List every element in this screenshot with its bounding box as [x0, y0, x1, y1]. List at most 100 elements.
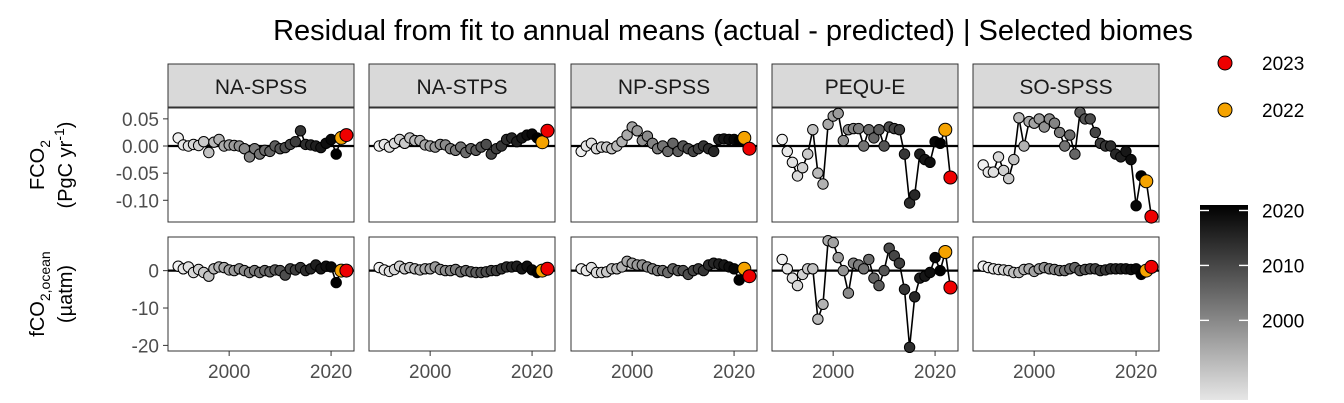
y-axis-title-unit-close: ): [55, 122, 77, 129]
data-point: [791, 279, 804, 292]
data-point: [878, 264, 890, 277]
x-tick-label: 2020: [713, 362, 755, 383]
data-point: [924, 266, 936, 279]
panel-frame: [570, 236, 758, 352]
data-point: [1139, 174, 1154, 189]
x-tick-label: 2000: [409, 362, 451, 383]
data-point: [842, 287, 855, 299]
chart-title: Residual from fit to annual means (actua…: [273, 15, 1193, 47]
data-point: [812, 167, 824, 179]
data-point: [898, 283, 911, 295]
data-point: [776, 253, 788, 266]
data-point: [1018, 140, 1030, 152]
data-point: [868, 132, 880, 144]
data-point: [858, 263, 870, 275]
data-point: [1120, 145, 1132, 158]
data-point: [791, 170, 804, 182]
data-point: [807, 124, 819, 136]
data-point: [742, 141, 757, 156]
panel-frame: [972, 236, 1160, 352]
data-point: [909, 189, 921, 201]
data-point: [1069, 148, 1081, 160]
facet-strip: [368, 63, 556, 108]
y-tick-label: 0.05: [122, 110, 159, 131]
y-axis-title-subscript: 2: [37, 140, 53, 148]
legend-point-2022: [1217, 102, 1233, 118]
data-point: [708, 145, 720, 158]
data-point: [822, 118, 834, 131]
data-point: [1144, 209, 1159, 224]
legend-point-2023: [1217, 55, 1233, 71]
data-point: [796, 162, 809, 174]
data-point: [893, 124, 906, 136]
data-point: [997, 164, 1010, 177]
data-point: [817, 298, 829, 310]
data-point: [873, 279, 885, 292]
data-point: [1038, 121, 1051, 133]
data-point: [621, 129, 633, 141]
facet-strip: [771, 63, 959, 108]
data-point: [938, 122, 953, 137]
data-point: [1013, 112, 1025, 124]
data-point: [776, 133, 788, 146]
data-point: [742, 269, 757, 284]
data-point: [781, 145, 793, 158]
y-axis-title: fCO2,ocean (µatm): [27, 251, 77, 336]
data-point: [781, 263, 793, 275]
data-point: [540, 123, 555, 138]
data-point: [812, 313, 824, 325]
data-point: [827, 236, 839, 249]
y-tick-label: 0: [148, 262, 159, 283]
data-point: [480, 138, 492, 151]
data-point: [832, 107, 844, 120]
panel-frame: [368, 107, 556, 223]
data-point: [852, 122, 865, 135]
data-point: [934, 137, 946, 150]
panel-frame: [771, 236, 959, 352]
data-point: [987, 166, 1000, 178]
data-point: [903, 341, 916, 353]
panel-frame: [570, 107, 758, 223]
colorbar-tick-label: 2000: [1262, 311, 1304, 332]
data-point: [243, 151, 256, 163]
y-axis-title-line1: fCO2,ocean: [27, 251, 53, 336]
facet-strip-label: SO-SPSS: [1019, 76, 1112, 99]
y-tick-label: -20: [132, 336, 159, 357]
y-tick-label: -0.05: [116, 164, 159, 185]
colorbar: [1200, 205, 1248, 400]
y-axis-title-main: FCO: [27, 148, 49, 190]
data-point: [817, 178, 829, 190]
facet-strip-label: NP-SPSS: [618, 76, 710, 99]
data-point: [289, 136, 302, 148]
data-point: [938, 245, 953, 259]
panel-frame: [167, 107, 355, 223]
legend: 2023 2022 2020 2010 2000: [1200, 54, 1304, 400]
y-axis-title-subscript: 2,ocean: [37, 251, 53, 301]
data-point: [786, 156, 799, 169]
y-tick-label: -10: [132, 299, 159, 320]
facet-strip: [167, 63, 355, 108]
y-axis-title: FCO2 (PgC yr-1): [27, 122, 77, 209]
data-point: [330, 276, 342, 289]
data-point: [294, 125, 307, 137]
data-point: [330, 148, 342, 160]
data-point: [535, 135, 550, 150]
data-point: [837, 264, 849, 277]
data-point: [837, 134, 849, 147]
facet-strip: [972, 63, 1160, 108]
data-point: [929, 251, 941, 264]
data-point: [992, 151, 1005, 163]
data-point: [1064, 129, 1076, 141]
y-axis-title-line1: FCO2: [27, 140, 53, 190]
y-tick-label: -0.10: [116, 191, 159, 212]
data-point: [832, 251, 844, 264]
data-point: [878, 140, 890, 152]
data-point: [898, 148, 911, 160]
data-point: [1084, 113, 1096, 125]
data-point: [934, 264, 946, 277]
panel-grid: NA-SPSS NA-STPS NP-SPSS PEQU-E SO-SPSS 0.05 0.…: [116, 63, 1160, 383]
data-point: [1104, 140, 1117, 152]
x-tick-label: 2020: [1115, 362, 1157, 383]
y-axis-title-line2: (PgC yr-1): [51, 122, 77, 209]
data-point: [1144, 259, 1159, 274]
